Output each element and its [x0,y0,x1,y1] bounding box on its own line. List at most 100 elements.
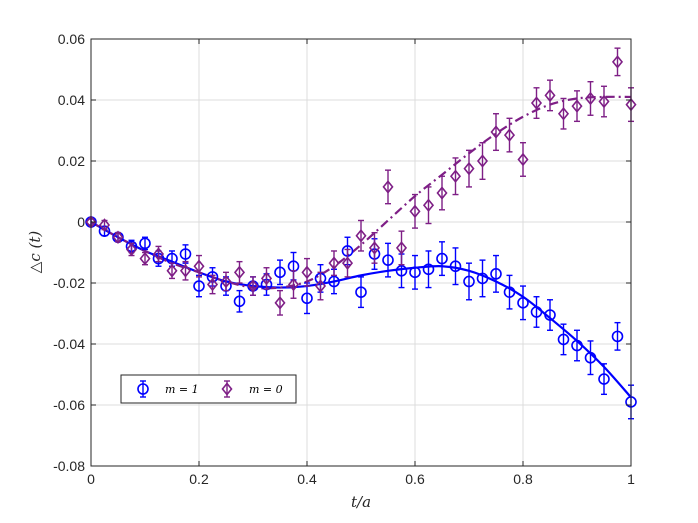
data-point [206,274,219,295]
data-point [503,274,516,310]
marker-diamond [476,154,489,168]
marker-diamond [571,99,583,113]
marker-diamond [436,186,448,200]
y-tick-label: 0.04 [58,92,85,108]
data-point [139,251,151,266]
marker-diamond [328,256,340,270]
marker-circle [409,266,421,279]
data-point [449,157,462,196]
y-tick-label: -0.04 [53,336,85,352]
marker-diamond [206,277,219,292]
marker-diamond [166,264,178,278]
marker-circle [422,263,435,276]
data-point [314,271,327,301]
legend-box [120,374,297,404]
marker-circle [301,292,313,305]
data-point [233,289,246,313]
marker-circle [274,266,286,279]
data-point [557,97,570,130]
legend-entry: m = 0 [221,380,283,398]
marker-circle [137,383,149,395]
data-point [409,254,421,290]
data-point [584,80,597,116]
marker-circle [544,309,556,321]
marker-circle [530,306,543,318]
data-point [544,79,556,112]
data-point [233,260,246,284]
marker-circle [449,260,462,273]
marker-diamond [221,382,233,396]
x-tick-label: 0.4 [297,471,317,487]
data-point [382,242,394,278]
marker-circle [571,339,583,352]
marker-circle [598,373,610,385]
x-tick-label: 0 [87,471,95,487]
data-point [422,250,435,289]
marker-diamond [490,125,502,139]
data-point [422,186,435,225]
y-tick-label: 0.02 [58,153,85,169]
data-point [355,276,367,309]
legend: m = 1 m = 0 [120,374,297,404]
data-point [274,289,286,316]
data-point [166,262,178,280]
x-tick-label: 0.6 [405,471,425,487]
marker-circle [517,297,529,309]
legend-entry: m = 1 [137,380,199,398]
y-tick-label: 0 [77,214,85,230]
data-point [544,299,556,331]
legend-label: m = 0 [249,383,283,396]
marker-diamond [233,265,246,280]
marker-diamond [112,230,124,245]
data-point [260,267,273,290]
data-point [598,363,610,396]
data-point [112,230,124,245]
data-point [517,141,529,177]
marker-diamond [382,180,394,194]
marker-circle [611,330,624,343]
data-point [274,259,286,286]
marker-diamond [530,96,543,110]
x-axis-label: t/a [351,493,371,511]
marker-diamond [557,106,570,121]
legend-label: m = 1 [165,383,199,396]
marker-diamond [395,241,408,255]
y-tick-label: 0.06 [58,31,85,47]
marker-diamond [341,256,354,270]
marker-diamond [463,161,475,176]
data-point [328,250,340,277]
data-point [220,271,232,292]
data-point [517,285,529,321]
marker-circle [395,264,408,277]
ticks: 0 0.2 0.4 0.6 0.8 1 -0.08 -0.06 -0.04 -0.02 0 0.02 0… [53,31,635,487]
data-point [598,85,610,118]
marker-circle [139,237,151,250]
y-tick-label: -0.02 [53,275,85,291]
data-point [341,248,354,278]
plot-frame [90,38,632,467]
marker-diamond [179,264,192,278]
data-point [571,90,583,123]
data-point [611,47,624,77]
x-tick-label: 0.8 [513,471,533,487]
marker-diamond [287,277,300,292]
data-point [530,296,543,328]
marker-diamond [98,218,111,232]
marker-diamond [503,128,516,142]
marker-diamond [544,88,556,103]
data-point [557,323,570,356]
data-point [436,241,448,277]
marker-circle [503,286,516,298]
marker-diamond [584,91,597,106]
marker-diamond [139,251,151,266]
data-point [530,87,543,120]
data-point [368,231,381,264]
data-point [139,236,151,251]
y-tick-label: -0.08 [53,458,85,474]
data-point [611,321,624,351]
marker-diamond [355,228,367,243]
marker-circle [476,272,489,285]
marker-circle [328,275,340,288]
marker-circle [584,351,597,364]
